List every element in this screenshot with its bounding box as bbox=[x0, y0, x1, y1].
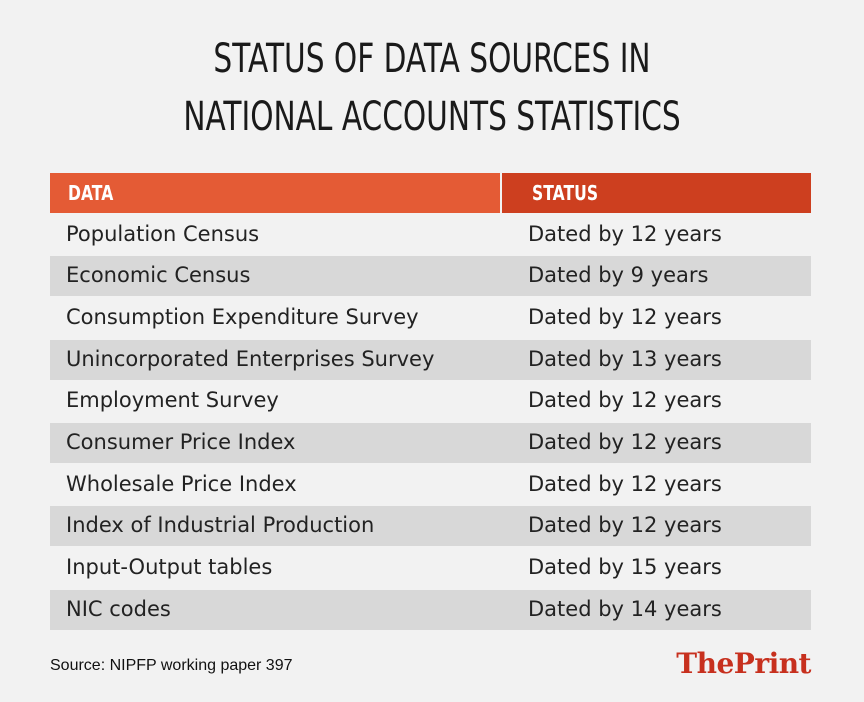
table-row: Consumer Price Index Dated by 12 years bbox=[50, 422, 811, 463]
table-row: Employment Survey Dated by 12 years bbox=[50, 381, 811, 421]
table-row: Input-Output tables Dated by 15 years bbox=[50, 548, 811, 588]
table-row: Consumption Expenditure Survey Dated by … bbox=[50, 298, 811, 338]
data-sources-table: DATA STATUS Population Census Dated by 1… bbox=[50, 173, 811, 630]
theprint-logo: ThePrint bbox=[676, 647, 811, 680]
data-cell: Population Census bbox=[66, 221, 260, 246]
data-cell: Consumer Price Index bbox=[66, 429, 296, 454]
page-title-line-2: NATIONAL ACCOUNTS STATISTICS bbox=[183, 94, 681, 140]
status-cell: Dated by 9 years bbox=[528, 263, 709, 288]
table-header: DATA STATUS bbox=[50, 173, 811, 213]
data-cell: NIC codes bbox=[66, 596, 171, 621]
table-row: Wholesale Price Index Dated by 12 years bbox=[50, 465, 811, 505]
data-cell: Input-Output tables bbox=[66, 554, 273, 579]
status-cell: Dated by 12 years bbox=[528, 388, 722, 413]
table-row: Economic Census Dated by 9 years bbox=[50, 256, 811, 297]
status-cell: Dated by 12 years bbox=[528, 429, 722, 454]
status-cell: Dated by 12 years bbox=[528, 221, 722, 246]
status-cell: Dated by 15 years bbox=[528, 554, 722, 579]
data-cell: Employment Survey bbox=[66, 388, 279, 413]
column-header-status: STATUS bbox=[502, 173, 811, 213]
page-title-line-1: STATUS OF DATA SOURCES IN bbox=[213, 36, 651, 82]
status-cell: Dated by 12 years bbox=[528, 513, 722, 538]
table-row: NIC codes Dated by 14 years bbox=[50, 589, 811, 630]
data-cell: Wholesale Price Index bbox=[66, 471, 297, 496]
table-row: Index of Industrial Production Dated by … bbox=[50, 506, 811, 547]
data-cell: Unincorporated Enterprises Survey bbox=[66, 346, 435, 371]
table-row: Unincorporated Enterprises Survey Dated … bbox=[50, 339, 811, 380]
data-cell: Consumption Expenditure Survey bbox=[66, 304, 419, 329]
source-note: Source: NIPFP working paper 397 bbox=[50, 657, 293, 674]
column-header-data: DATA bbox=[50, 173, 500, 213]
status-cell: Dated by 14 years bbox=[528, 596, 722, 621]
data-cell: Index of Industrial Production bbox=[66, 513, 375, 538]
table-row: Population Census Dated by 12 years bbox=[50, 215, 811, 255]
status-cell: Dated by 12 years bbox=[528, 471, 722, 496]
data-cell: Economic Census bbox=[66, 263, 251, 288]
status-cell: Dated by 12 years bbox=[528, 304, 722, 329]
status-cell: Dated by 13 years bbox=[528, 346, 722, 371]
